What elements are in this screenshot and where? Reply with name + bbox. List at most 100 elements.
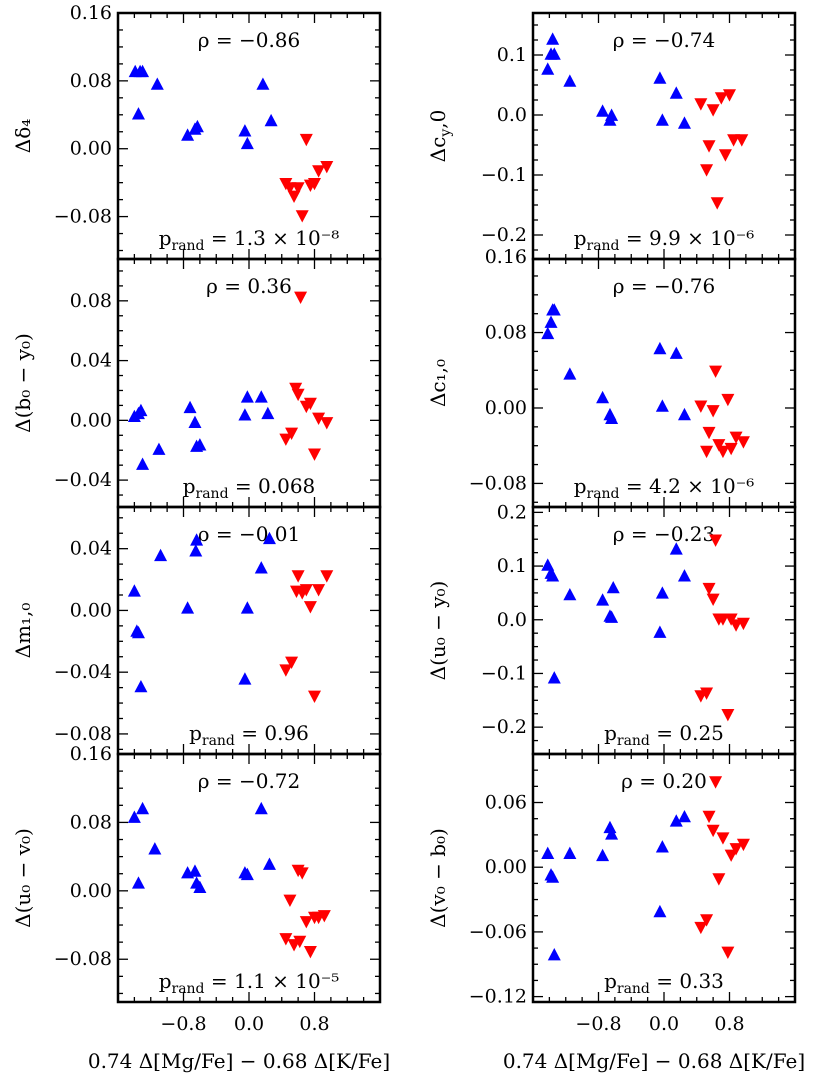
point-blue	[669, 542, 683, 555]
point-red	[299, 584, 313, 597]
y-tick-label: −0.1	[481, 662, 527, 684]
point-red	[291, 388, 305, 402]
y-tick-label: −0.1	[481, 164, 527, 186]
point-red	[716, 613, 730, 626]
y-tick-label: 0.08	[70, 811, 112, 833]
point-red	[709, 365, 723, 378]
point-blue	[669, 86, 683, 99]
point-blue	[136, 801, 150, 815]
panel-cy0: −0.2 −0.1 0.0 0.1 Δcy,0 ρ = −0.74 prand = 9.9 …	[426, 11, 797, 261]
point-blue	[190, 119, 204, 133]
point-red	[706, 104, 720, 117]
point-red	[736, 838, 750, 852]
point-blue	[131, 625, 145, 639]
point-red	[295, 867, 309, 880]
y-tick-label: 0.08	[485, 322, 527, 344]
point-red	[293, 935, 307, 949]
panel-b0y0: −0.04 0.00 0.04 0.08 Δ(b₀ − y₀) ρ = 0.36 prand…	[11, 257, 382, 509]
y-axis-label: Δ(b₀ − y₀)	[11, 333, 35, 433]
y-tick-label: −0.08	[54, 948, 112, 970]
point-blue	[189, 544, 203, 557]
y-tick-label: 0.00	[70, 599, 112, 621]
point-blue	[563, 367, 577, 380]
point-red	[706, 593, 720, 606]
point-blue	[606, 580, 620, 594]
point-red	[303, 945, 317, 959]
point-blue	[134, 403, 148, 417]
x-tick-label: 0.0	[649, 1013, 679, 1035]
point-blue	[541, 326, 555, 340]
point-blue	[183, 400, 197, 414]
point-blue	[188, 864, 202, 877]
y-tick-label: 0.2	[497, 501, 527, 523]
point-blue	[653, 904, 667, 918]
point-red	[694, 921, 708, 935]
y-axis-label: Δ(u₀ − v₀)	[11, 828, 35, 928]
point-blue	[677, 116, 691, 129]
panel-v0b0: −0.12 −0.06 0.00 0.06 Δ(v₀ − b₀) ρ = 0.20 pran…	[426, 752, 805, 1073]
point-red	[706, 824, 720, 838]
point-blue	[240, 136, 254, 150]
point-blue	[264, 113, 278, 127]
point-blue	[655, 399, 669, 412]
x-tick-label: 0.8	[714, 1013, 744, 1035]
point-red	[729, 431, 743, 444]
p-rand-annotation: prand = 0.25	[604, 721, 724, 749]
point-red	[702, 140, 716, 153]
point-blue	[547, 303, 561, 316]
point-red	[700, 445, 714, 459]
point-blue	[254, 390, 268, 403]
p-rand-annotation: prand = 4.2 × 10⁻⁶	[574, 474, 755, 502]
point-red	[721, 393, 735, 407]
point-blue	[127, 584, 141, 597]
y-tick-label: 0.0	[497, 104, 527, 126]
point-red	[700, 687, 714, 700]
point-red	[279, 433, 293, 446]
y-tick-label: 0.1	[497, 44, 527, 66]
y-tick-label: −0.2	[481, 224, 527, 246]
point-blue	[238, 672, 252, 685]
point-blue	[677, 569, 691, 582]
point-red	[317, 910, 331, 923]
p-rand-annotation: prand = 1.1 × 10⁻⁵	[159, 969, 340, 997]
point-blue	[238, 408, 252, 421]
point-red	[700, 164, 714, 177]
point-blue	[677, 809, 691, 823]
y-axis-label: Δm₁,₀	[11, 603, 35, 659]
point-red	[283, 894, 297, 908]
panel-c10: −0.08 0.00 0.08 0.16 Δc₁,₀ ρ = −0.76 prand = 4…	[426, 246, 797, 509]
rho-annotation: ρ = −0.23	[613, 522, 716, 546]
point-red	[721, 946, 735, 959]
point-red	[285, 427, 299, 440]
point-red	[721, 709, 735, 722]
panel-u0v0: −0.08 0.00 0.08 0.16 Δ(u₀ − v₀) ρ = −0.72 pran…	[11, 743, 390, 1073]
point-blue	[596, 390, 610, 404]
point-red	[303, 397, 317, 411]
point-blue	[547, 671, 561, 684]
point-blue	[136, 64, 150, 78]
point-blue	[190, 533, 204, 546]
p-rand-annotation: prand = 0.96	[189, 721, 309, 749]
point-blue	[193, 880, 207, 893]
point-blue	[669, 346, 683, 359]
point-red	[710, 197, 724, 210]
rho-annotation: ρ = −0.74	[613, 28, 716, 52]
point-blue	[547, 47, 561, 60]
point-red	[295, 210, 309, 223]
point-blue	[136, 457, 150, 470]
point-red	[716, 445, 730, 459]
y-tick-label: 0.00	[485, 856, 527, 878]
x-tick-label: 0.8	[299, 1013, 329, 1035]
y-tick-label: −0.08	[54, 206, 112, 228]
point-red	[724, 442, 738, 456]
point-blue	[547, 947, 561, 961]
y-tick-label: 0.16	[70, 2, 112, 24]
point-red	[702, 582, 716, 596]
y-tick-label: −0.06	[469, 921, 527, 943]
p-rand-annotation: prand = 0.068	[183, 474, 316, 502]
point-blue	[544, 315, 558, 328]
point-blue	[655, 113, 669, 126]
rho-annotation: ρ = −0.86	[198, 28, 301, 52]
point-blue	[188, 415, 202, 429]
point-blue	[238, 124, 252, 137]
